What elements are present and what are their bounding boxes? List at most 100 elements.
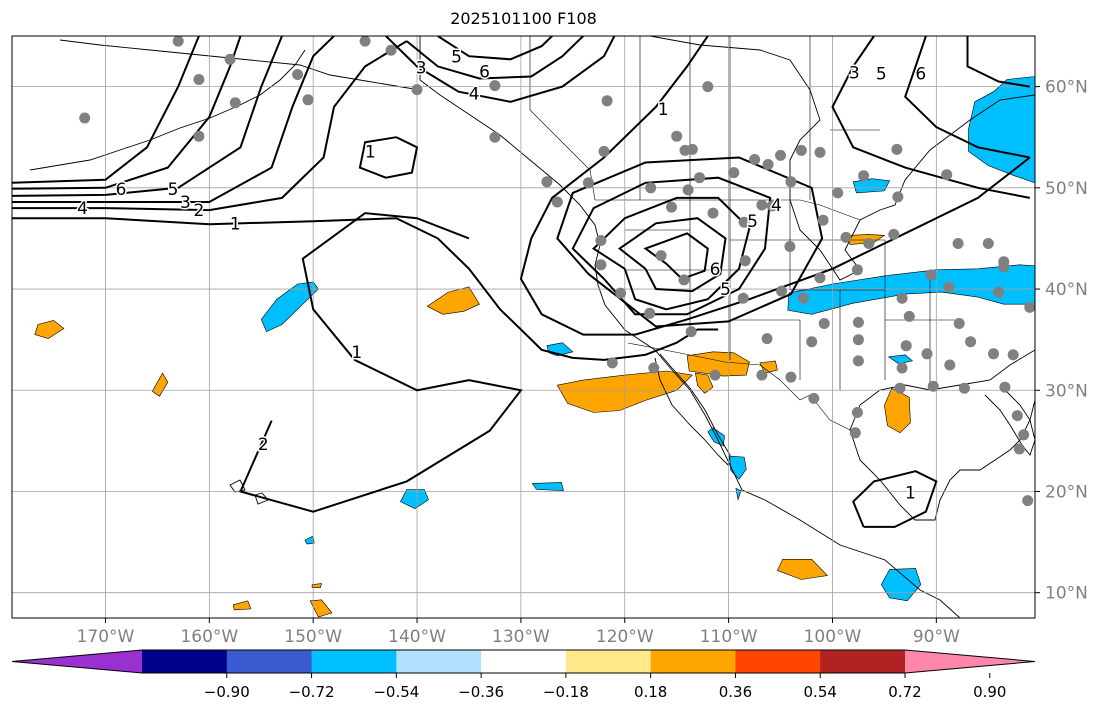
canada-province-lines bbox=[639, 36, 880, 200]
colorbar-tick-label: −0.54 bbox=[373, 683, 419, 701]
contour-line-7 bbox=[437, 36, 553, 61]
lon-tick-label: 170°W bbox=[77, 627, 135, 647]
coastline-layer bbox=[29, 36, 1035, 618]
chart-title: 2025101100 F108 bbox=[450, 9, 597, 28]
precip-area-14 bbox=[304, 535, 315, 545]
station-dot bbox=[896, 362, 908, 374]
station-dot bbox=[595, 235, 607, 246]
station-dot bbox=[817, 214, 829, 226]
contour-line-9 bbox=[519, 36, 1031, 336]
station-dot bbox=[615, 287, 627, 299]
colorbar-tick-label: −0.72 bbox=[289, 683, 335, 701]
graticule bbox=[12, 36, 1035, 618]
station-dot bbox=[832, 187, 844, 199]
station-dot bbox=[1007, 349, 1019, 361]
lat-tick-label: 10°N bbox=[1045, 584, 1088, 604]
station-dot bbox=[891, 143, 903, 155]
station-dot bbox=[851, 264, 863, 276]
contour-label: 1 bbox=[905, 484, 916, 504]
colorbar-under-arrow bbox=[12, 650, 142, 673]
station-dot bbox=[999, 381, 1011, 393]
precip-area-18 bbox=[776, 559, 828, 580]
station-dot bbox=[903, 310, 915, 322]
precip-area-17 bbox=[309, 599, 333, 618]
contour-line-1 bbox=[12, 40, 408, 212]
station-dot bbox=[863, 238, 875, 249]
station-dot bbox=[943, 281, 955, 293]
contour-line-2 bbox=[12, 36, 335, 203]
station-dot bbox=[982, 238, 994, 249]
colorbar-tick-label: 0.72 bbox=[888, 683, 921, 701]
station-dot bbox=[775, 149, 786, 161]
contour-label: 4 bbox=[469, 85, 480, 105]
contour-label: 5 bbox=[168, 180, 179, 200]
station-dot bbox=[686, 143, 698, 155]
colorbar-tick-label: −0.36 bbox=[458, 683, 504, 701]
colorbar-tick-label: −0.90 bbox=[204, 683, 250, 701]
station-dot bbox=[666, 201, 677, 213]
station-dot bbox=[958, 382, 970, 394]
lat-tick-label: 40°N bbox=[1045, 280, 1088, 300]
station-dot bbox=[858, 170, 870, 182]
map-frame bbox=[11, 35, 1036, 619]
map-background bbox=[12, 36, 1035, 618]
station-dot bbox=[709, 369, 721, 381]
colorbar-segment bbox=[565, 650, 652, 673]
contour-label: 3 bbox=[180, 193, 191, 213]
station-dot bbox=[302, 94, 314, 106]
station-dot bbox=[840, 231, 852, 243]
station-dot bbox=[702, 81, 714, 93]
lon-tick-label: 130°W bbox=[492, 627, 550, 647]
station-dot bbox=[894, 382, 906, 394]
contour-label: 3 bbox=[849, 64, 860, 84]
precip-area-22 bbox=[852, 178, 891, 194]
station-dot bbox=[645, 182, 657, 194]
station-dot bbox=[598, 145, 610, 157]
station-dot bbox=[739, 255, 751, 267]
lon-tick-label: 140°W bbox=[388, 627, 446, 647]
station-dot bbox=[489, 80, 501, 92]
contour-line-6 bbox=[406, 36, 584, 80]
contour-label: 6 bbox=[915, 65, 926, 85]
station-dot bbox=[944, 359, 956, 371]
station-dot bbox=[737, 292, 749, 304]
colorbar-tick-label: 0.54 bbox=[804, 683, 837, 701]
station-dot bbox=[814, 272, 826, 284]
contour-label: 1 bbox=[230, 214, 241, 234]
contour-line-10 bbox=[592, 196, 751, 311]
station-dot bbox=[694, 172, 705, 184]
colorbar-tick-label: −0.18 bbox=[543, 683, 589, 701]
contour-line-0 bbox=[12, 217, 719, 361]
contour-line-18 bbox=[831, 36, 1030, 199]
station-dot bbox=[728, 167, 740, 179]
station-dot bbox=[762, 159, 774, 170]
station-dot bbox=[595, 259, 607, 271]
station-dot bbox=[678, 274, 690, 286]
station-dot bbox=[685, 326, 697, 338]
station-dot bbox=[797, 292, 809, 304]
station-dot bbox=[411, 84, 423, 96]
station-dot bbox=[784, 241, 796, 252]
station-dot bbox=[193, 130, 205, 142]
lon-tick-label: 90°W bbox=[913, 627, 960, 647]
station-dot bbox=[927, 380, 939, 392]
contour-label: 6 bbox=[116, 180, 127, 200]
colorbar-tick-label: 0.18 bbox=[634, 683, 667, 701]
station-dot bbox=[1013, 443, 1025, 455]
north-america-coastline bbox=[419, 36, 1035, 618]
axis-labels: 170°W 160°W 150°W 140°W 130°W 120°W 110°W 100°W… bbox=[77, 78, 1088, 647]
precip-area-7 bbox=[759, 360, 778, 374]
contour-line-16 bbox=[239, 212, 523, 513]
station-dot bbox=[224, 53, 236, 65]
lon-tick-label: 160°W bbox=[180, 627, 238, 647]
lon-tick-label: 110°W bbox=[700, 627, 758, 647]
station-dot bbox=[849, 427, 861, 439]
lon-tick-label: 120°W bbox=[596, 627, 654, 647]
station-dot bbox=[1011, 410, 1023, 422]
precip-area-1 bbox=[34, 320, 65, 339]
station-dot bbox=[738, 216, 750, 228]
contour-line-17 bbox=[852, 470, 938, 528]
station-dot bbox=[229, 97, 241, 109]
colorbar-segment bbox=[820, 650, 906, 673]
precip-area-13 bbox=[531, 482, 564, 491]
